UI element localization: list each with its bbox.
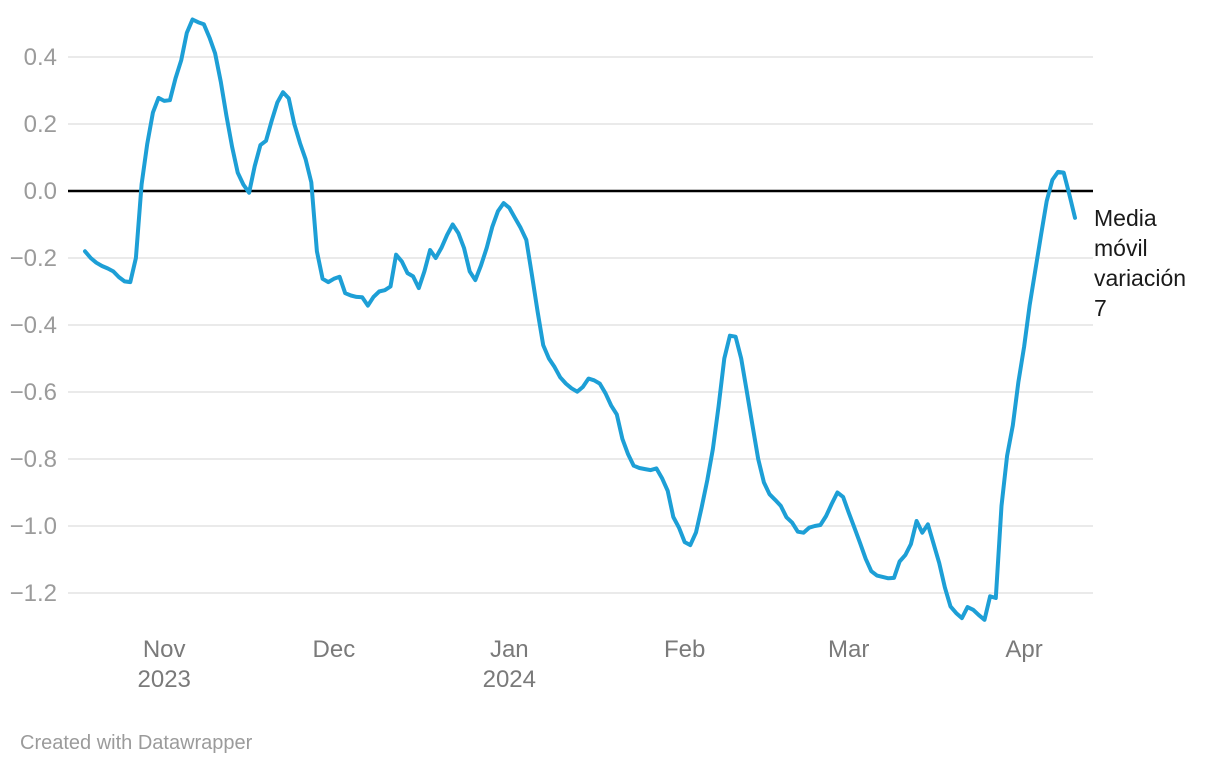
y-tick-label: −1.0 [10, 513, 57, 540]
y-tick-label: −0.8 [10, 446, 57, 473]
x-tick-year-label: 2024 [483, 666, 536, 693]
y-tick-label: 0.2 [24, 111, 57, 138]
x-tick-label: Feb [664, 636, 705, 663]
datawrapper-credit: Created with Datawrapper [20, 732, 253, 754]
y-tick-label: −0.4 [10, 312, 57, 339]
series-line [83, 17, 1077, 622]
y-tick-label: 0.4 [24, 44, 57, 71]
x-tick-label: Apr [1005, 636, 1042, 663]
x-tick-label: Dec [313, 636, 356, 663]
x-tick-label: Jan [490, 636, 529, 663]
series-label: Media móvil variación 7 [1094, 205, 1187, 321]
y-tick-label: −1.2 [10, 580, 57, 607]
y-tick-label: −0.2 [10, 245, 57, 272]
y-tick-label: 0.0 [24, 178, 57, 205]
y-tick-label: −0.6 [10, 379, 57, 406]
x-tick-year-label: 2023 [138, 666, 191, 693]
x-tick-label: Mar [828, 636, 869, 663]
x-tick-label: Nov [143, 636, 186, 663]
